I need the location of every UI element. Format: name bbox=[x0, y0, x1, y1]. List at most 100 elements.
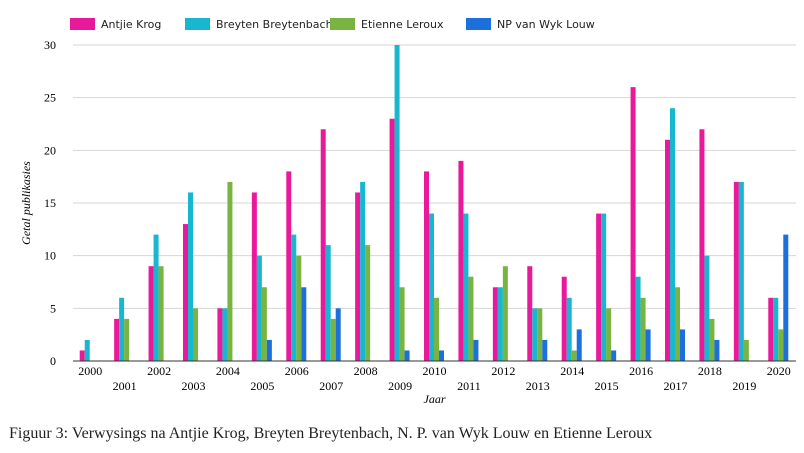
bar-breyten-breytenbach-2011 bbox=[463, 213, 469, 361]
bar-antjie-krog-2014 bbox=[561, 276, 567, 361]
legend-label: Breyten Breytenbach bbox=[216, 18, 333, 31]
bar-np-van-wyk-louw-2007 bbox=[335, 308, 341, 361]
bar-breyten-breytenbach-2003 bbox=[188, 192, 193, 361]
legend-label: NP van Wyk Louw bbox=[497, 18, 595, 31]
x-tick-label: 2001 bbox=[113, 379, 137, 393]
bar-np-van-wyk-louw-2016 bbox=[645, 329, 651, 361]
legend-item: Etienne Leroux bbox=[330, 18, 444, 31]
legend-item: Breyten Breytenbach bbox=[185, 18, 333, 31]
bar-np-van-wyk-louw-2006 bbox=[301, 287, 307, 361]
x-tick-label: 2016 bbox=[629, 364, 653, 378]
bar-etienne-leroux-2001 bbox=[124, 318, 130, 361]
bar-antjie-krog-2003 bbox=[183, 224, 188, 361]
bar-etienne-leroux-2012 bbox=[502, 266, 508, 361]
bar-np-van-wyk-louw-2009 bbox=[404, 350, 410, 361]
bar-etienne-leroux-2016 bbox=[640, 297, 646, 361]
x-tick-label: 2013 bbox=[526, 379, 550, 393]
bar-antjie-krog-2009 bbox=[389, 118, 395, 361]
x-tick-label: 2003 bbox=[182, 379, 206, 393]
bar-breyten-breytenbach-2009 bbox=[394, 45, 400, 361]
bar-etienne-leroux-2002 bbox=[158, 266, 164, 361]
bar-breyten-breytenbach-2010 bbox=[429, 213, 434, 361]
gridlines bbox=[73, 44, 796, 309]
legend-swatch bbox=[330, 18, 355, 30]
bar-etienne-leroux-2006 bbox=[296, 255, 302, 361]
bar-etienne-leroux-2013 bbox=[537, 308, 543, 361]
bar-breyten-breytenbach-2016 bbox=[635, 276, 641, 361]
y-tick-label: 10 bbox=[44, 249, 56, 263]
bar-breyten-breytenbach-2018 bbox=[704, 255, 710, 361]
bar-antjie-krog-2012 bbox=[492, 287, 498, 361]
y-tick-label: 0 bbox=[50, 354, 56, 368]
legend-swatch bbox=[466, 18, 491, 30]
bar-antjie-krog-2010 bbox=[424, 171, 429, 361]
bar-etienne-leroux-2019 bbox=[743, 339, 749, 361]
x-tick-label: 2011 bbox=[457, 379, 481, 393]
legend: Antjie Krog Breyten Breytenbach Etienne Le… bbox=[70, 18, 595, 31]
bar-antjie-krog-2017 bbox=[665, 139, 670, 361]
bar-etienne-leroux-2005 bbox=[261, 287, 267, 361]
bar-antjie-krog-2000 bbox=[79, 350, 85, 361]
bar-etienne-leroux-2020 bbox=[778, 329, 784, 361]
bar-breyten-breytenbach-2005 bbox=[256, 255, 262, 361]
legend-item: Antjie Krog bbox=[70, 18, 161, 31]
bar-np-van-wyk-louw-2018 bbox=[714, 339, 720, 361]
x-tick-label: 2008 bbox=[354, 364, 378, 378]
x-tick-label: 2004 bbox=[216, 364, 240, 378]
bar-antjie-krog-2007 bbox=[320, 129, 326, 361]
bar-breyten-breytenbach-2014 bbox=[566, 297, 572, 361]
bar-antjie-krog-2006 bbox=[286, 171, 292, 361]
bar-antjie-krog-2015 bbox=[596, 213, 602, 361]
x-tick-label: 2019 bbox=[732, 379, 756, 393]
bar-antjie-krog-2016 bbox=[630, 87, 636, 361]
x-tick-label: 2009 bbox=[388, 379, 412, 393]
bar-breyten-breytenbach-2013 bbox=[532, 308, 538, 361]
bar-np-van-wyk-louw-2013 bbox=[542, 339, 548, 361]
bar-etienne-leroux-2015 bbox=[606, 308, 612, 361]
x-tick-label: 2018 bbox=[698, 364, 722, 378]
bar-breyten-breytenbach-2020 bbox=[773, 297, 779, 361]
y-tick-label: 5 bbox=[50, 301, 56, 315]
x-tick-label: 2002 bbox=[147, 364, 171, 378]
bar-antjie-krog-2018 bbox=[699, 129, 705, 361]
bar-breyten-breytenbach-2000 bbox=[84, 339, 90, 361]
bar-chart: Antjie Krog Breyten Breytenbach Etienne Le… bbox=[19, 18, 796, 406]
y-axis-title: Getal publikasies bbox=[19, 161, 33, 245]
x-tick-label: 2015 bbox=[595, 379, 619, 393]
bar-breyten-breytenbach-2001 bbox=[119, 297, 125, 361]
legend-swatch bbox=[70, 18, 95, 30]
legend-label: Antjie Krog bbox=[101, 18, 161, 31]
bar-antjie-krog-2004 bbox=[217, 308, 223, 361]
bars bbox=[79, 45, 789, 361]
bar-breyten-breytenbach-2012 bbox=[497, 287, 503, 361]
bar-breyten-breytenbach-2006 bbox=[291, 234, 297, 361]
bar-etienne-leroux-2014 bbox=[571, 350, 577, 361]
bar-etienne-leroux-2003 bbox=[193, 308, 198, 361]
bar-np-van-wyk-louw-2010 bbox=[439, 350, 444, 361]
x-tick-label: 2007 bbox=[319, 379, 343, 393]
bar-antjie-krog-2001 bbox=[114, 318, 120, 361]
x-tick-label: 2006 bbox=[285, 364, 309, 378]
bar-breyten-breytenbach-2015 bbox=[601, 213, 607, 361]
bar-etienne-leroux-2007 bbox=[330, 318, 336, 361]
bar-np-van-wyk-louw-2020 bbox=[783, 234, 789, 361]
bar-np-van-wyk-louw-2011 bbox=[473, 339, 479, 361]
bar-antjie-krog-2020 bbox=[768, 297, 774, 361]
bar-antjie-krog-2013 bbox=[527, 266, 533, 361]
bar-np-van-wyk-louw-2017 bbox=[680, 329, 685, 361]
x-axis-ticks: 2000 2001 2002 2003 2004 2005 2006 2007 2008 2009… bbox=[78, 364, 791, 393]
legend-swatch bbox=[185, 18, 210, 30]
bar-etienne-leroux-2008 bbox=[365, 245, 371, 361]
bar-etienne-leroux-2009 bbox=[399, 287, 405, 361]
legend-item: NP van Wyk Louw bbox=[466, 18, 595, 31]
y-tick-label: 30 bbox=[44, 38, 56, 52]
bar-breyten-breytenbach-2002 bbox=[153, 234, 159, 361]
bar-etienne-leroux-2011 bbox=[468, 276, 474, 361]
bar-etienne-leroux-2010 bbox=[434, 297, 439, 361]
x-tick-label: 2014 bbox=[560, 364, 584, 378]
y-tick-label: 20 bbox=[44, 143, 56, 157]
y-tick-label: 15 bbox=[44, 196, 56, 210]
bar-breyten-breytenbach-2008 bbox=[360, 181, 366, 361]
bar-breyten-breytenbach-2019 bbox=[738, 181, 744, 361]
bar-etienne-leroux-2017 bbox=[675, 287, 680, 361]
